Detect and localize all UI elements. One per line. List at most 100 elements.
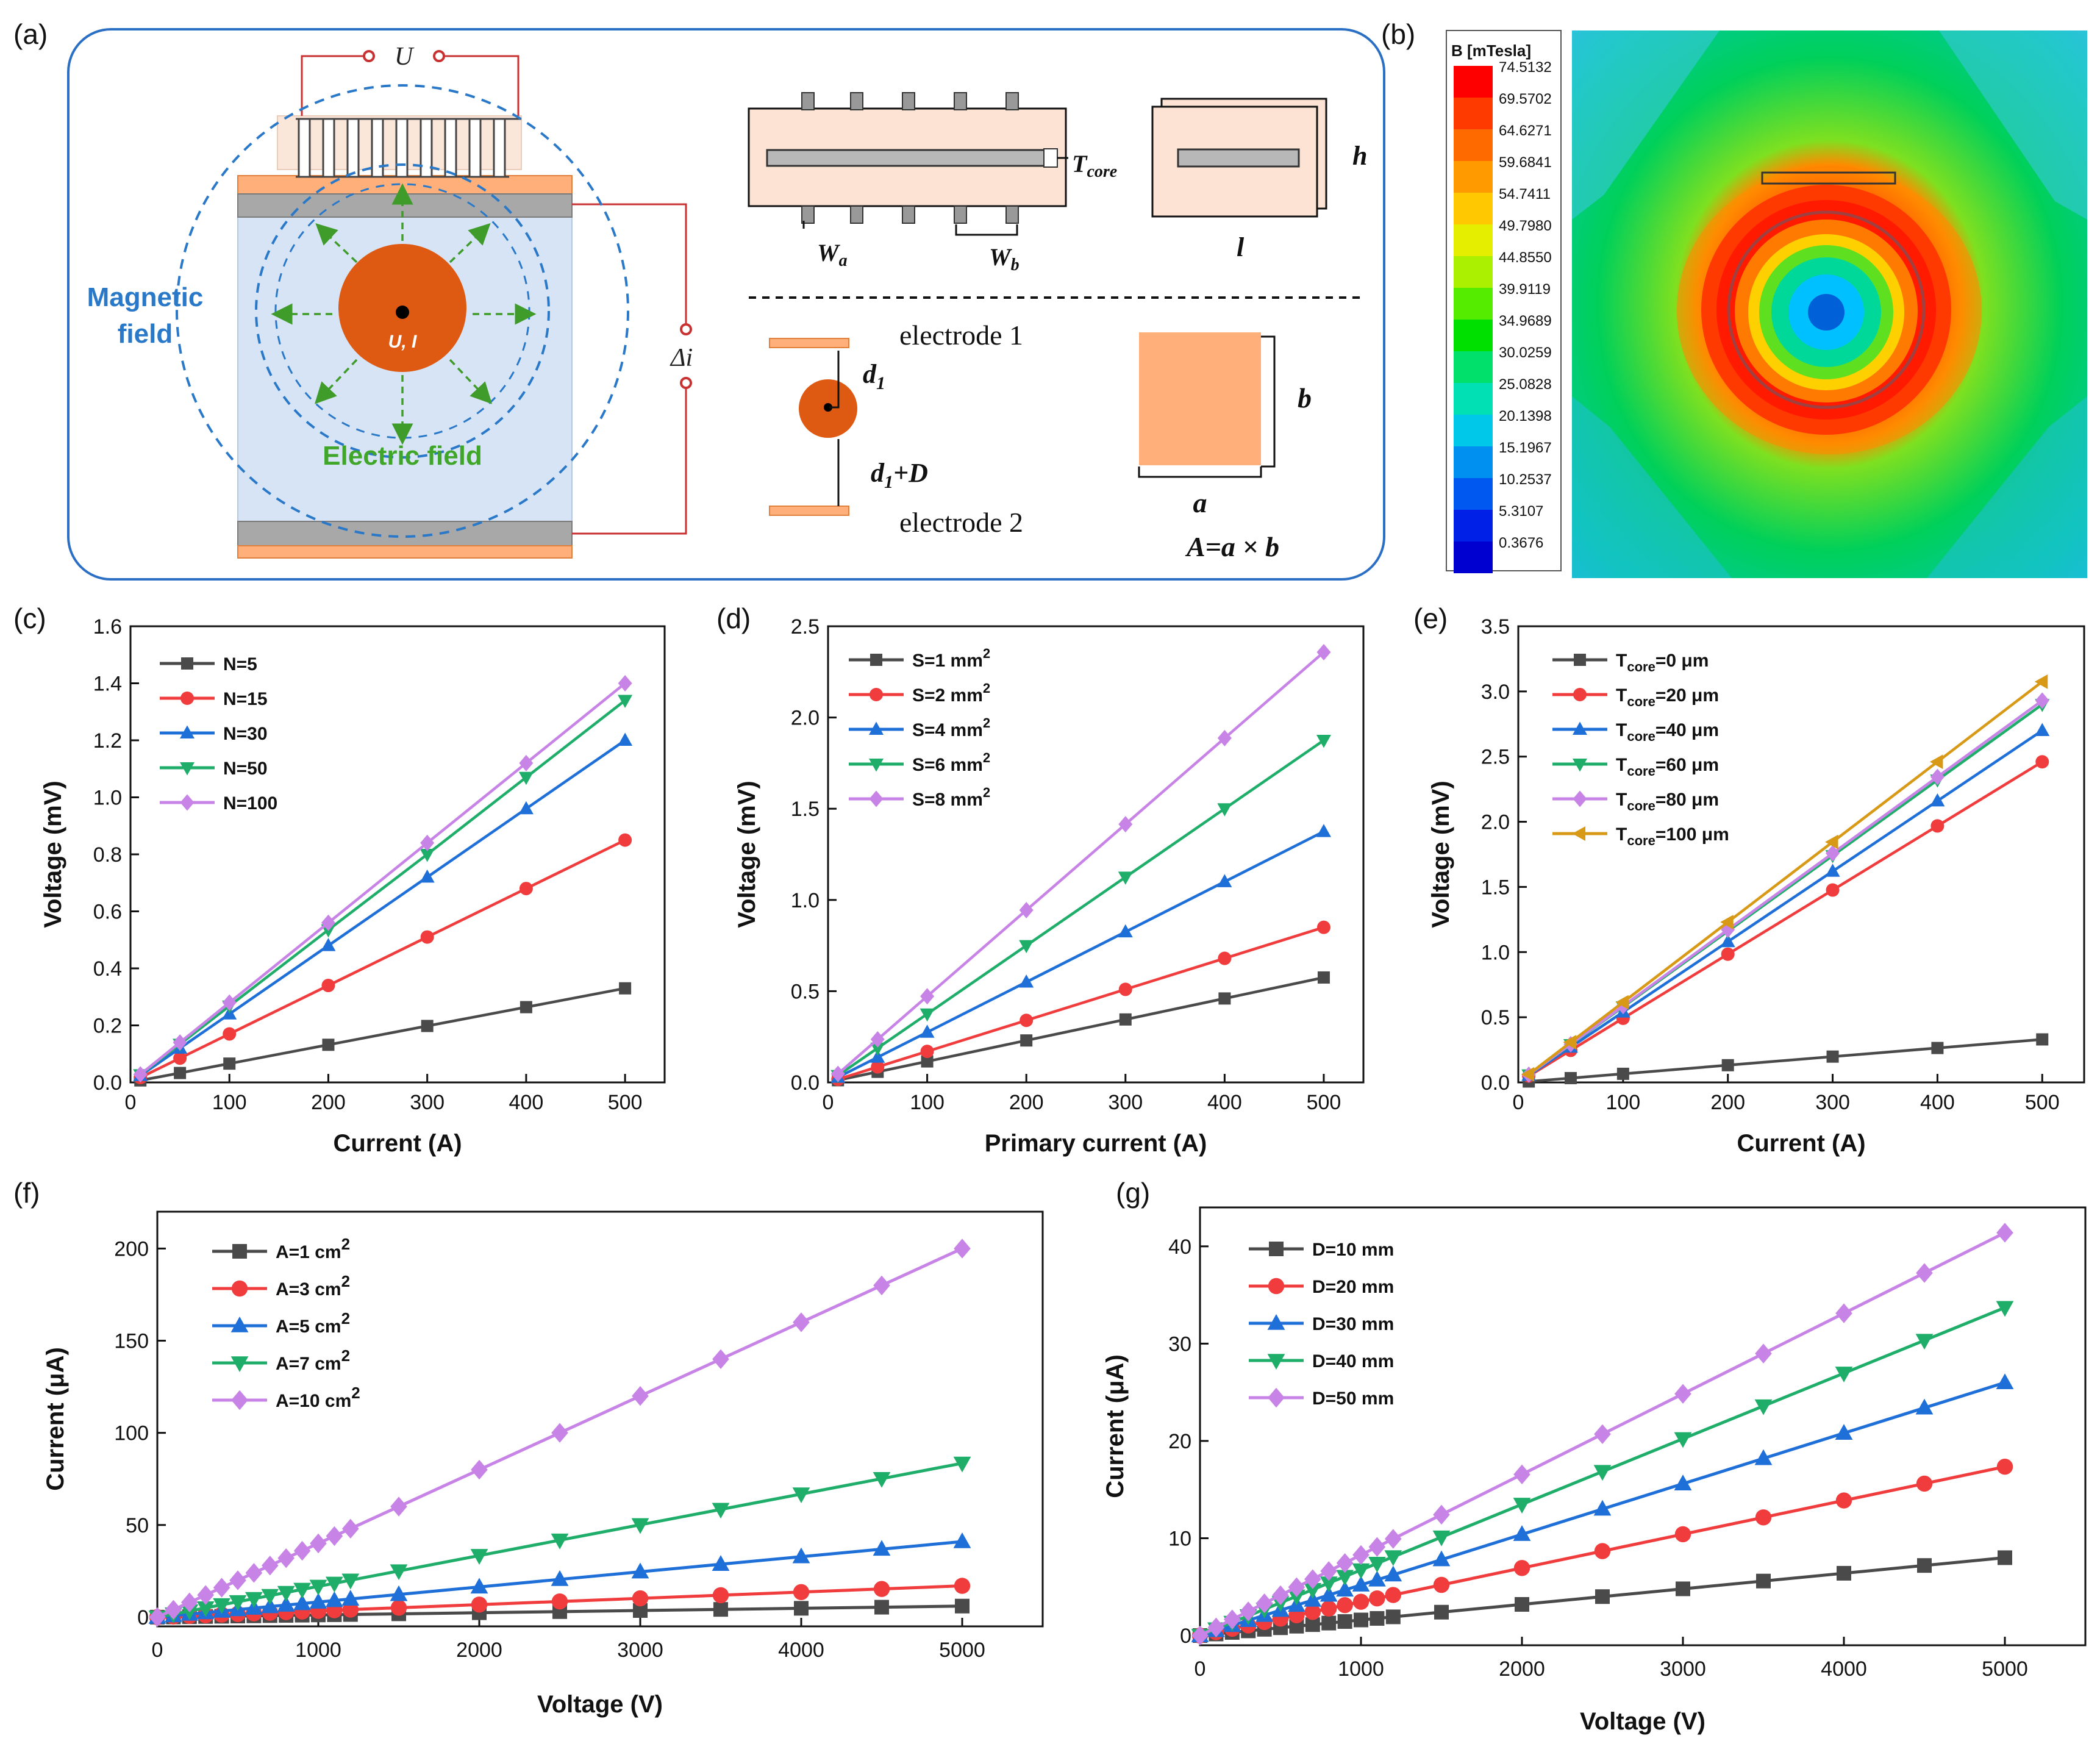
data-point (1826, 845, 1840, 862)
l-label: l (1237, 232, 1245, 262)
data-point (1835, 1303, 1852, 1323)
y-tick-label: 1.4 (93, 673, 122, 696)
data-point (1513, 1464, 1530, 1485)
data-point (712, 1555, 730, 1571)
data-point (869, 759, 884, 772)
data-point (1996, 1223, 2013, 1243)
data-point (518, 771, 534, 785)
colorbar-label: 39.9119 (1499, 281, 1551, 298)
data-point (954, 1239, 971, 1259)
x-tick-label: 0 (1195, 1657, 1206, 1681)
series-6 (1521, 674, 2048, 1082)
series-line (139, 699, 626, 1076)
legend-entry: D=20 mm (1249, 1277, 1394, 1297)
core-end-view: h l (1151, 98, 1367, 262)
top-plate (237, 193, 573, 218)
series-2 (1522, 755, 2049, 1083)
legend-entry: A=5 cm2 (212, 1309, 350, 1337)
data-point (1564, 1071, 1577, 1084)
data-point (871, 1060, 885, 1074)
data-point (551, 1423, 568, 1443)
y-tick-label: 0.2 (93, 1015, 122, 1038)
data-point (223, 1057, 236, 1070)
data-point (1336, 1553, 1354, 1573)
data-point (1835, 1492, 1852, 1509)
data-point (632, 1386, 649, 1406)
data-point (954, 1578, 971, 1594)
data-point (870, 654, 882, 666)
legend-entry: A=1 cm2 (212, 1235, 350, 1262)
series-4 (830, 735, 1331, 1084)
x-tick-label: 4000 (1821, 1657, 1867, 1681)
coil-windings (298, 118, 506, 178)
data-point (420, 869, 435, 883)
data-point (1930, 768, 1945, 785)
data-point (1316, 824, 1331, 837)
data-point (619, 982, 632, 995)
data-point (321, 979, 335, 993)
data-point (1674, 1526, 1691, 1543)
colorbar-label: 20.1398 (1499, 408, 1552, 424)
colorbar-label: 5.3107 (1499, 503, 1543, 520)
data-point (953, 1456, 971, 1473)
colorbar-swatch (1454, 66, 1493, 98)
legend-entry: D=50 mm (1249, 1387, 1394, 1409)
data-point (1272, 1585, 1289, 1606)
data-point (1368, 1537, 1386, 1557)
delta-i-label: Δi (670, 344, 693, 372)
legend-label: S=2 mm2 (912, 681, 990, 706)
series-line (140, 987, 626, 1082)
colorbar: 74.5132 69.5702 64.6271 59.6841 54.7411 49.79… (1454, 59, 1552, 573)
data-point (551, 1570, 569, 1586)
data-point (1676, 1581, 1690, 1596)
data-point (1593, 1500, 1612, 1516)
data-point (1019, 974, 1034, 988)
data-point (1572, 826, 1585, 841)
data-point (1316, 735, 1331, 748)
x-tick-label: 0 (152, 1639, 163, 1662)
data-point (1119, 1013, 1132, 1026)
data-point (713, 1602, 728, 1617)
x-axis-title: Current (A) (1737, 1130, 1865, 1157)
x-tick-label: 5000 (1982, 1657, 2028, 1681)
data-point (1269, 1242, 1284, 1256)
data-point (1317, 971, 1330, 984)
data-point (1118, 924, 1133, 938)
data-point (1720, 934, 1735, 948)
colorbar-swatch (1454, 383, 1493, 415)
data-point (1224, 1609, 1241, 1629)
data-point (712, 1503, 730, 1519)
data-point (1996, 1373, 2014, 1389)
data-point (421, 1020, 434, 1032)
plate-area-diagram: b a A=a × b (1138, 332, 1312, 562)
data-point (869, 721, 884, 735)
data-point (470, 1578, 488, 1594)
colorbar-title: B [mTesla] (1451, 41, 1531, 60)
data-point (1573, 790, 1587, 807)
data-point (1118, 816, 1133, 833)
legend-entry: N=50 (160, 759, 268, 779)
data-point (1288, 1577, 1305, 1597)
y-tick-label: 0 (137, 1606, 149, 1629)
y-tick-label: 30 (1168, 1332, 1191, 1356)
data-point (1352, 1593, 1370, 1610)
legend-label: S=4 mm2 (912, 715, 990, 740)
data-point (551, 1533, 569, 1550)
legend-label: D=20 mm (1312, 1277, 1394, 1297)
x-tick-label: 5000 (939, 1639, 985, 1662)
data-point (1316, 643, 1331, 660)
data-point (1020, 1013, 1034, 1028)
series-line (140, 838, 626, 1079)
legend-entry: Tcore=60 μm (1552, 755, 1719, 779)
data-point (870, 1049, 885, 1063)
legend-label: Tcore=100 μm (1616, 824, 1729, 848)
data-point (245, 1592, 263, 1608)
data-point (173, 1034, 187, 1051)
colorbar-label: 44.8550 (1499, 249, 1552, 266)
series-line (1529, 1038, 2043, 1083)
panel-label-g: (g) (1116, 1177, 1150, 1209)
y-tick-label: 1.5 (1481, 876, 1510, 899)
x-tick-label: 1000 (1338, 1657, 1384, 1681)
data-point (1917, 1558, 1932, 1573)
legend-label: S=8 mm2 (912, 785, 990, 810)
